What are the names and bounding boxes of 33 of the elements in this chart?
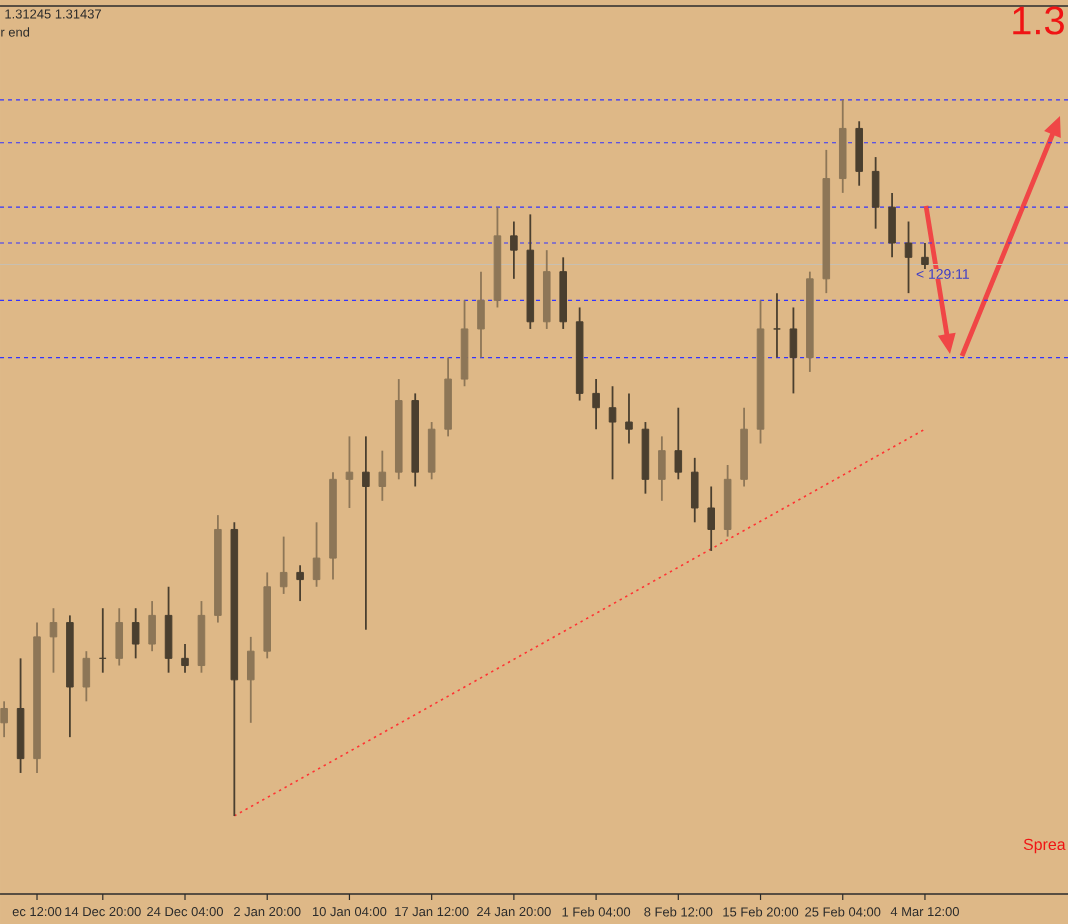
candlestick xyxy=(345,435,354,509)
candlestick xyxy=(592,378,600,431)
candlestick xyxy=(164,585,173,674)
candlestick xyxy=(427,421,436,481)
candlestick xyxy=(362,435,370,631)
candlestick xyxy=(181,643,189,674)
candlestick xyxy=(477,270,485,359)
candlestick xyxy=(658,435,666,502)
candlestick xyxy=(378,449,387,502)
candlestick xyxy=(82,650,91,703)
candlestick xyxy=(773,292,781,359)
candlestick xyxy=(49,607,58,674)
candlestick xyxy=(674,406,683,481)
candlestick xyxy=(510,220,518,280)
candlestick xyxy=(115,607,124,667)
candlestick xyxy=(312,521,321,588)
candlestick xyxy=(921,242,929,273)
candlestick xyxy=(608,385,617,481)
candlestick xyxy=(625,392,633,445)
candlestick xyxy=(707,485,715,552)
candlestick xyxy=(855,120,863,187)
candlestick xyxy=(148,600,156,653)
candlestick xyxy=(246,635,255,724)
candlestick xyxy=(690,456,699,524)
candlestick xyxy=(279,535,288,595)
candlestick xyxy=(871,156,880,230)
candlestick xyxy=(904,220,913,295)
candlestick xyxy=(131,607,140,660)
candlestick xyxy=(888,191,896,259)
text: 1.3 xyxy=(1013,6,1064,35)
candlestick xyxy=(296,564,304,602)
candlestick xyxy=(789,306,798,395)
candlestick xyxy=(0,700,8,739)
